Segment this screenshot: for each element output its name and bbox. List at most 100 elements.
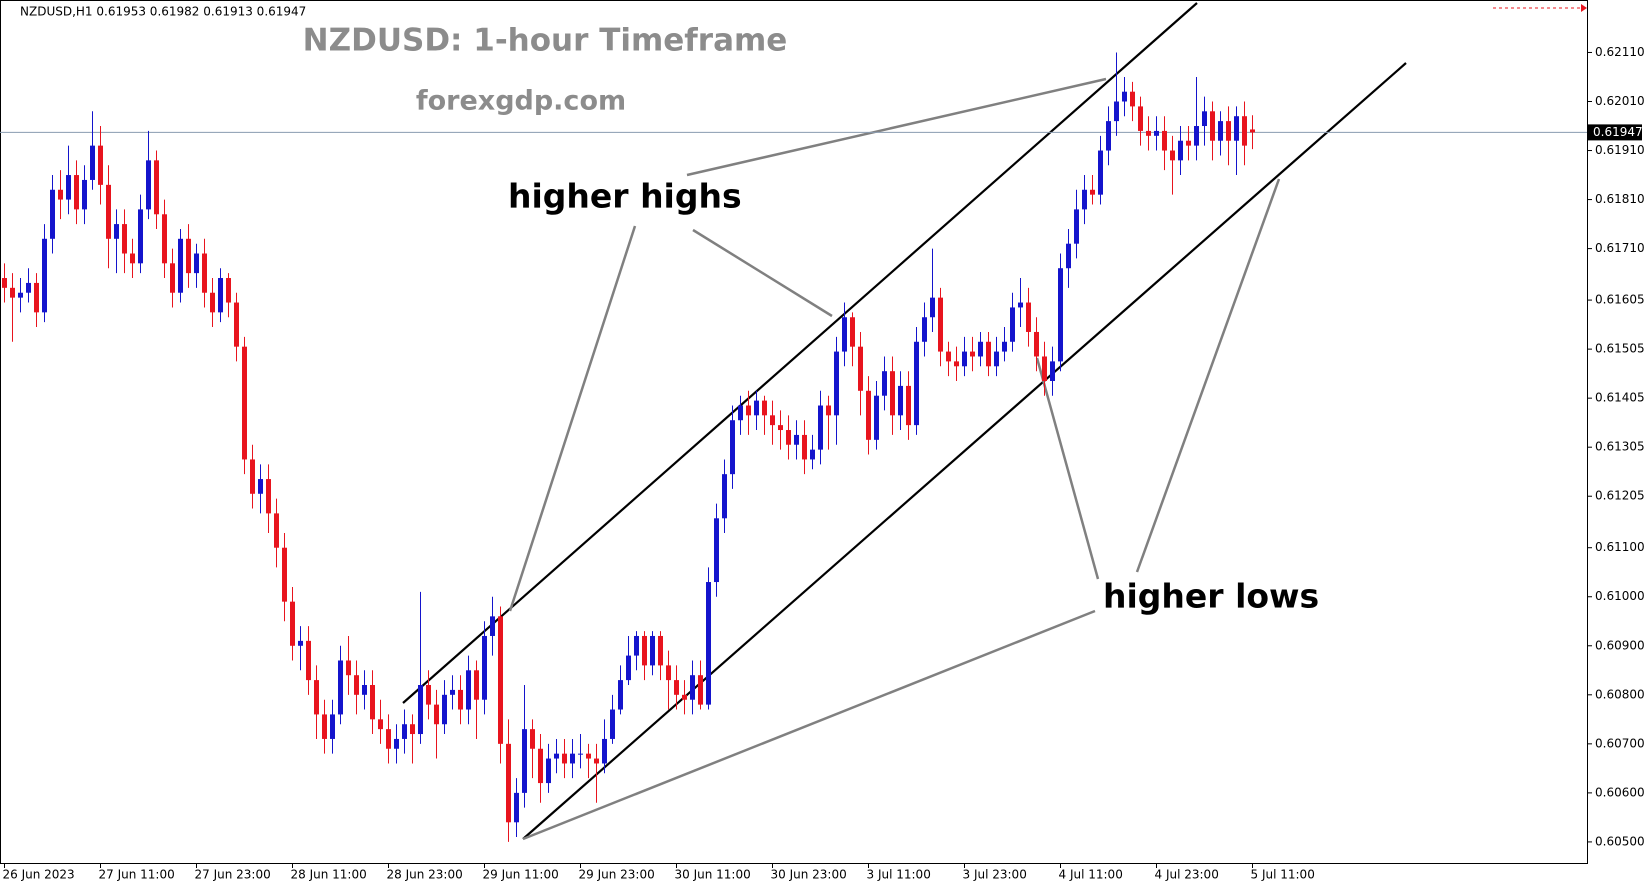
candle-body [1250,129,1255,133]
y-tick-label: 0.61810 [1595,192,1645,206]
candle-body [1018,302,1023,308]
candle-body [866,390,871,440]
x-tick-label: 3 Jul 11:00 [867,868,931,882]
y-tick-label: 0.62110 [1595,45,1645,59]
x-tick-label: 4 Jul 11:00 [1059,868,1123,882]
candle-body [50,189,55,239]
candle-body [378,719,383,730]
pointer-line [692,228,833,318]
candle-body [346,660,351,676]
candle-body [994,351,999,367]
candle-body [1010,307,1015,342]
candle-body [426,685,431,705]
candle-body [1138,106,1143,131]
candle-body [1042,356,1047,381]
annotation: higher highs [508,177,742,216]
y-tick-label: 0.61505 [1595,342,1645,356]
y-tick-label: 0.61405 [1595,391,1645,405]
x-tick-label: 5 Jul 11:00 [1251,868,1315,882]
candle-body [202,253,207,293]
candle-body [562,753,567,764]
candle-body [1146,130,1151,136]
candle-body [274,513,279,548]
candle-body [666,665,671,681]
y-tick-label: 0.61305 [1595,440,1645,454]
candle-body [290,601,295,646]
candle-body [386,729,391,749]
candle-body [490,616,495,636]
candle-body [1090,189,1095,195]
candle-body [322,714,327,739]
candle-body [170,263,175,293]
candle-body [850,317,855,347]
pointer-line [522,609,1096,841]
candle-body [642,635,647,666]
candle-body [762,400,767,416]
y-tick-label: 0.61710 [1595,241,1645,255]
candle-body [1002,341,1007,352]
candle-body [634,635,639,656]
candle-body [594,758,599,764]
candle-body [698,675,703,705]
candle-body [1066,243,1071,269]
candle-body [98,145,103,185]
chart-title: NZDUSD: 1-hour Timeframe [303,23,788,59]
y-tick-label: 0.61605 [1595,293,1645,307]
y-tick-label: 0.60800 [1595,687,1645,701]
candle-body [1098,150,1103,195]
y-tick-label: 0.61100 [1595,540,1645,554]
x-tick-label: 29 Jun 23:00 [579,868,655,882]
candle-body [1162,130,1167,151]
candle-body [930,297,935,318]
candle-body [626,655,631,681]
candle-body [810,449,815,460]
candle-body [450,689,455,695]
candle-body [282,547,287,602]
candle-body [906,385,911,426]
candle-body [154,160,159,215]
candle-body [970,351,975,357]
candle-body [978,341,983,357]
candle-body [498,616,503,744]
candle-body [602,738,607,764]
candle-body [1218,121,1223,141]
candle-body [1122,91,1127,102]
candle-body [882,371,887,396]
candle-body [962,351,967,367]
x-tick-label: 30 Jun 23:00 [771,868,847,882]
candle-body [130,253,135,264]
candle-body [1242,116,1247,146]
candle-body [314,680,319,715]
candle-body [138,209,143,264]
candle-body [586,753,591,759]
candle-body [354,675,359,695]
candle-body [306,640,311,681]
candle-body [890,371,895,416]
candle-body [1114,101,1119,122]
candle-body [1194,126,1199,146]
upper-channel [402,2,1198,704]
candle-body [26,282,31,293]
candle-body [434,704,439,725]
candle-body [482,635,487,700]
candle-body [922,317,927,342]
pointer-line [686,77,1107,177]
candle-body [1210,111,1215,141]
candle-body [738,405,743,421]
candle-body [1050,361,1055,381]
candle-body [802,434,807,460]
candle-body [1178,140,1183,161]
candle-body [1082,189,1087,210]
candle-body [226,278,231,303]
lower-channel [522,62,1407,840]
candle-body [394,738,399,749]
candle-body [834,351,839,416]
candle-body [746,405,751,416]
candle-body [1106,121,1111,151]
candle-body [2,278,7,288]
candle-body [474,670,479,700]
x-tick-label: 30 Jun 11:00 [675,868,751,882]
candle-body [42,238,47,313]
candle-body [114,224,119,239]
